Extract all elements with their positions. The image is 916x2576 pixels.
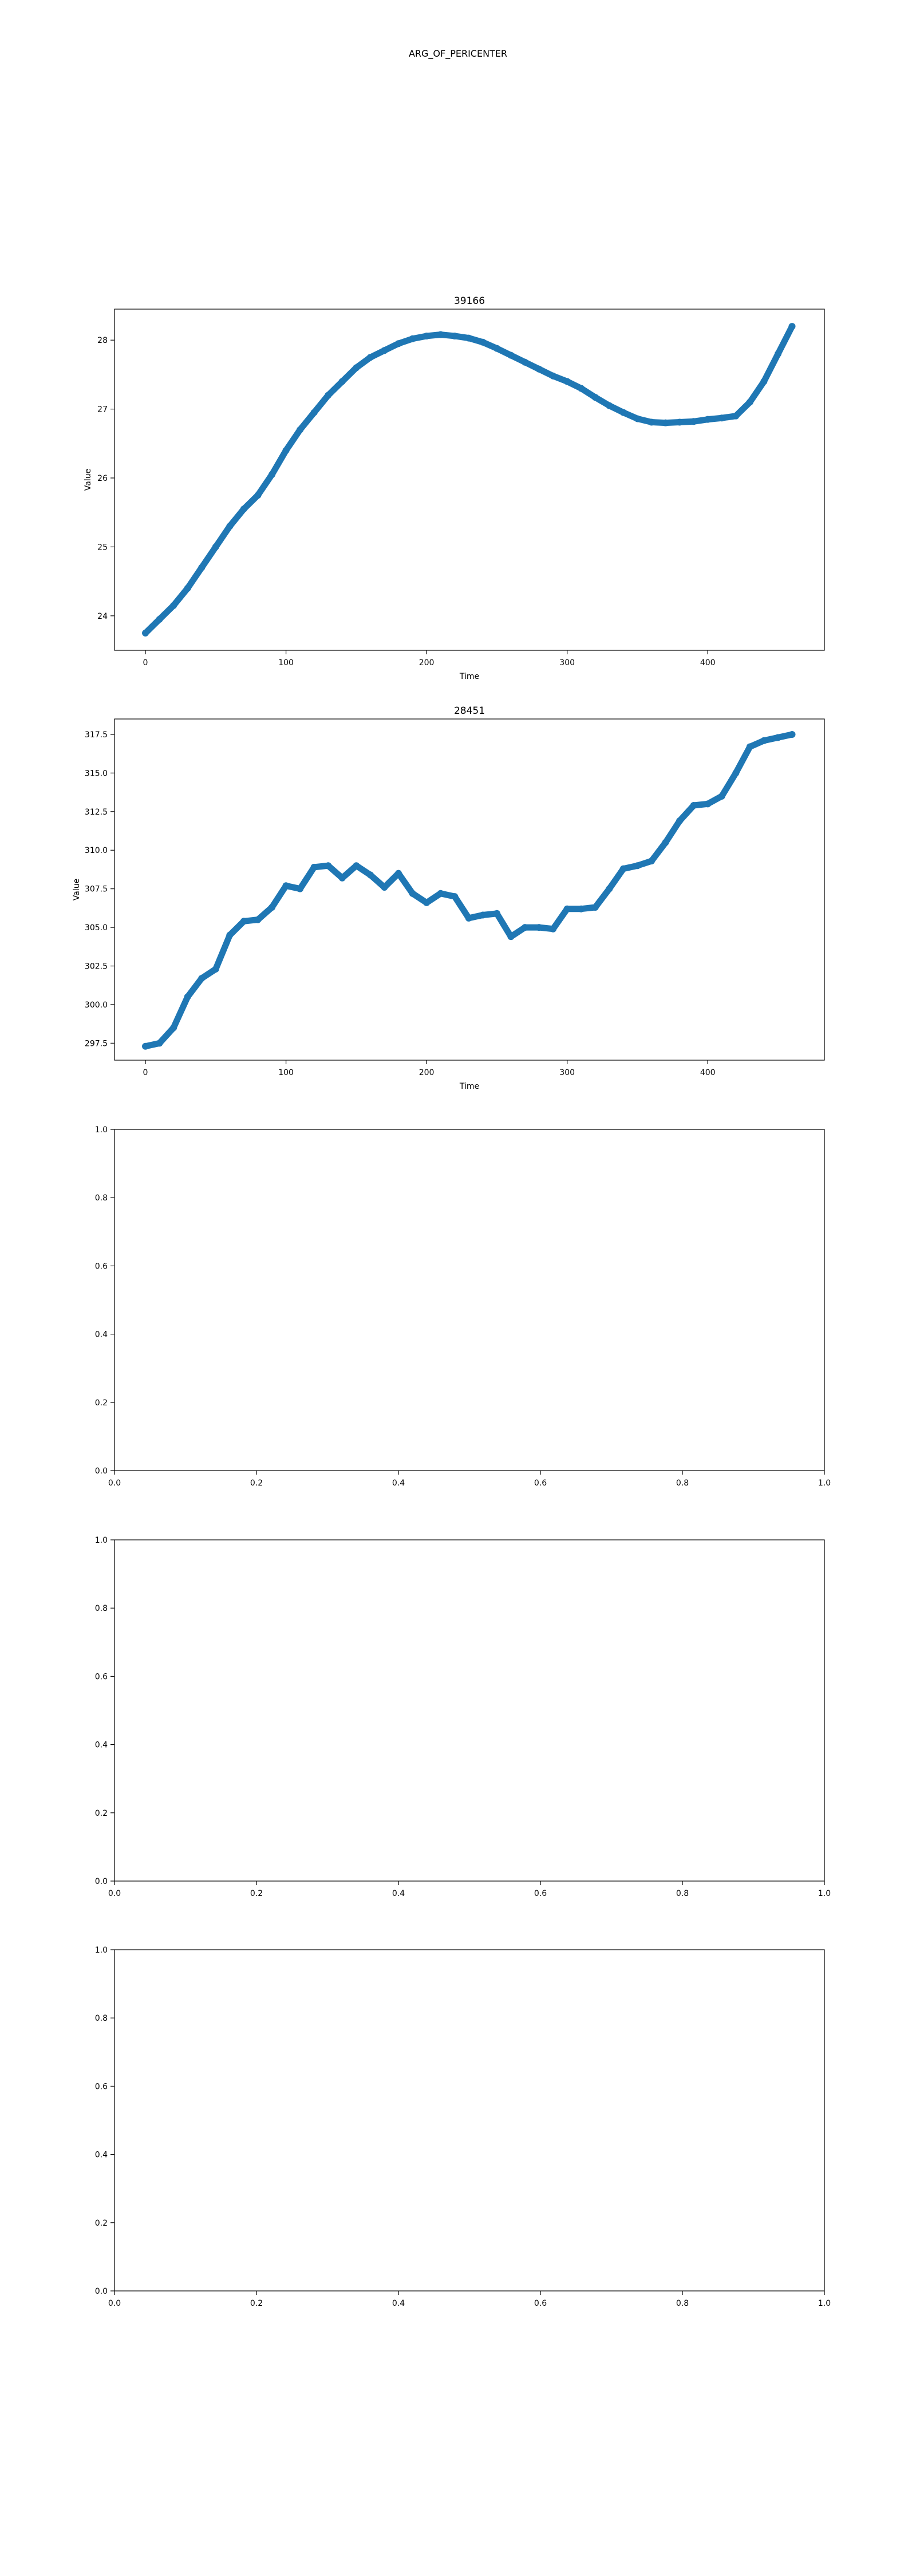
x-tick-label: 0.6 — [534, 1479, 547, 1488]
y-tick-label: 0.4 — [95, 1741, 108, 1750]
x-tick-label: 0 — [143, 1068, 148, 1077]
chart-panel-3: 0.0 0.2 0.4 0.6 0.8 1.0 0.0 0.2 0.4 0.6 0.8 1.0 — [95, 1125, 831, 1488]
x-tick-label: 200 — [419, 658, 435, 667]
x-tick-label: 0.2 — [250, 1479, 263, 1488]
chart-panel-4: 0.0 0.2 0.4 0.6 0.8 1.0 0.0 0.2 0.4 0.6 0.8 1.0 — [95, 1536, 831, 1898]
y-tick-label: 310.0 — [85, 846, 108, 855]
series-trace — [142, 323, 796, 637]
y-tick-label: 315.0 — [85, 769, 108, 778]
y-tick-label: 305.0 — [85, 923, 108, 933]
x-tick-label: 200 — [419, 1068, 435, 1077]
x-tick-label: 300 — [559, 658, 575, 667]
y-tick-label: 0.4 — [95, 2151, 108, 2160]
x-tick-label: 0.6 — [534, 1889, 547, 1898]
series-1 — [142, 730, 796, 1050]
x-tick-label: 0.0 — [108, 1479, 121, 1488]
x-tick-label: 0.8 — [676, 1889, 689, 1898]
y-tick-label: 0.0 — [95, 2287, 108, 2296]
x-tick-label: 400 — [700, 658, 716, 667]
series-trace — [142, 731, 796, 1050]
x-tick-label: 0.8 — [676, 1479, 689, 1488]
y-tick-label: 1.0 — [95, 1536, 108, 1545]
y-tick-label: 26 — [97, 474, 108, 483]
axes-frame — [114, 718, 825, 1061]
y-tick-label: 28 — [97, 336, 108, 345]
y-tick-label: 0.2 — [95, 2219, 108, 2228]
x-tick-label: 100 — [278, 1068, 294, 1077]
y-tick-label: 297.5 — [85, 1039, 108, 1048]
y-tick-label: 0.8 — [95, 1604, 108, 1613]
y-tick-label: 25 — [97, 543, 108, 552]
x-tick-label: 0 — [143, 658, 148, 667]
y-tick-label: 0.6 — [95, 2082, 108, 2091]
chart-title: 28451 — [454, 705, 485, 717]
series-1 — [142, 323, 796, 637]
chart-panel-5: 0.0 0.2 0.4 0.6 0.8 1.0 0.0 0.2 0.4 0.6 0.8 1.0 — [95, 1946, 831, 2308]
x-axis-label: Time — [459, 1082, 479, 1091]
x-axis-label: Time — [459, 672, 479, 681]
y-tick-label: 317.5 — [85, 730, 108, 740]
x-tick-label: 300 — [559, 1068, 575, 1077]
y-tick-label: 1.0 — [95, 1946, 108, 1955]
chart-title: 39166 — [454, 295, 485, 307]
chart-panel-1: 0 100 200 300 400 24 25 26 27 28 39166 Time Value — [84, 295, 825, 681]
y-axis-label: Value — [72, 879, 81, 900]
x-tick-label: 0.4 — [392, 1479, 405, 1488]
y-tick-label: 0.6 — [95, 1262, 108, 1271]
y-tick-label: 27 — [97, 405, 108, 414]
chart-panel-2: 0 100 200 300 400 297.5 300.0 302.5 305.0 307.5 31… — [72, 705, 825, 1091]
y-tick-label: 0.6 — [95, 1672, 108, 1681]
x-tick-label: 100 — [278, 658, 294, 667]
x-tick-label: 400 — [700, 1068, 716, 1077]
y-tick-label: 307.5 — [85, 885, 108, 894]
x-tick-label: 0.0 — [108, 1889, 121, 1898]
y-tick-label: 312.5 — [85, 808, 108, 817]
x-tick-label: 1.0 — [818, 1479, 831, 1488]
y-tick-label: 302.5 — [85, 962, 108, 971]
y-tick-label: 1.0 — [95, 1125, 108, 1135]
y-tick-label: 0.0 — [95, 1467, 108, 1476]
figure-title: ARG_OF_PERICENTER — [408, 48, 508, 59]
x-tick-label: 1.0 — [818, 2299, 831, 2308]
y-tick-label: 0.0 — [95, 1877, 108, 1886]
axes-frame — [114, 1539, 825, 1882]
y-tick-label: 0.8 — [95, 2014, 108, 2023]
y-tick-label: 24 — [97, 612, 108, 621]
x-tick-label: 0.4 — [392, 1889, 405, 1898]
y-tick-label: 0.4 — [95, 1330, 108, 1340]
x-tick-label: 1.0 — [818, 1889, 831, 1898]
axes-frame — [114, 1949, 825, 2291]
x-tick-label: 0.8 — [676, 2299, 689, 2308]
y-tick-label: 0.8 — [95, 1194, 108, 1203]
y-tick-label: 300.0 — [85, 1001, 108, 1010]
y-tick-label: 0.2 — [95, 1809, 108, 1818]
x-tick-label: 0.0 — [108, 2299, 121, 2308]
x-tick-label: 0.6 — [534, 2299, 547, 2308]
y-axis-label: Value — [84, 469, 93, 491]
axes-frame — [114, 309, 825, 651]
x-tick-label: 0.2 — [250, 2299, 263, 2308]
y-tick-label: 0.2 — [95, 1398, 108, 1408]
x-tick-label: 0.2 — [250, 1889, 263, 1898]
axes-frame — [114, 1129, 825, 1471]
x-tick-label: 0.4 — [392, 2299, 405, 2308]
